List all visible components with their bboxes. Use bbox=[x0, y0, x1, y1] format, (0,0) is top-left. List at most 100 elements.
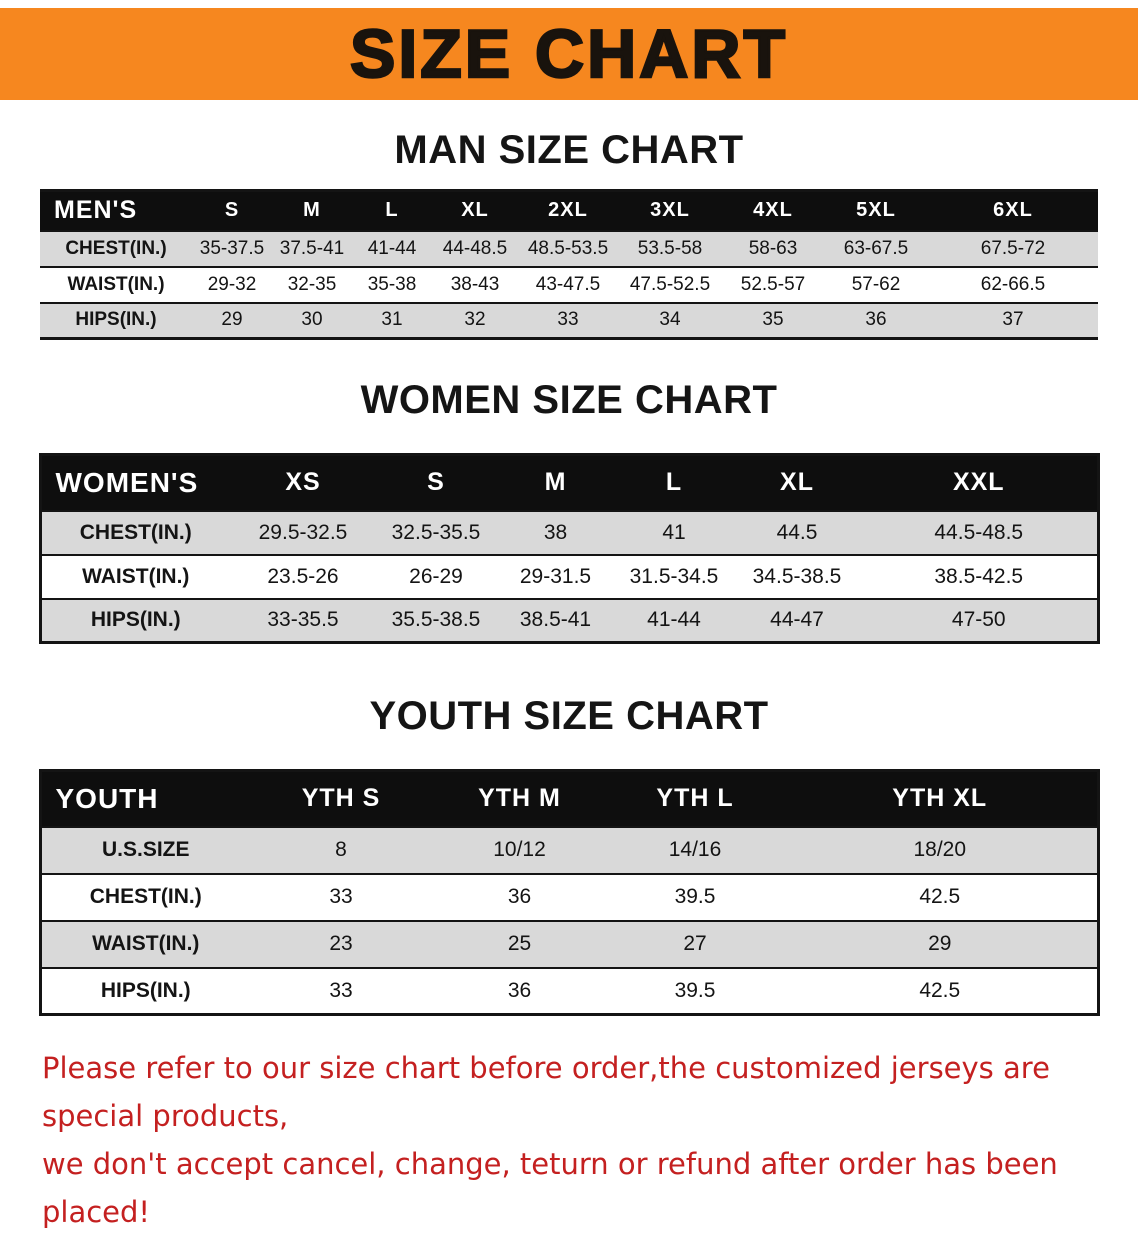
size-cell: 41-44 bbox=[647, 608, 701, 632]
men-corner-label: MEN'S bbox=[54, 196, 138, 225]
table-row: U.S.SIZE 8 10/12 14/16 18/20 bbox=[40, 826, 1098, 874]
size-cell: 58-63 bbox=[748, 237, 798, 259]
men-size-table: MEN'S S M L XL 2XL 3XL 4XL 5XL 6XL CHEST… bbox=[40, 189, 1098, 340]
table-row: HIPS(IN.) 29 30 31 32 33 34 35 36 37 bbox=[40, 302, 1098, 339]
size-cell: 63-67.5 bbox=[843, 237, 909, 259]
size-chart-banner: SIZE CHART bbox=[0, 8, 1138, 100]
row-label: HIPS(IN.) bbox=[100, 978, 191, 1002]
size-cell: 44.5 bbox=[776, 520, 818, 544]
column-header: YTH XL bbox=[892, 784, 988, 813]
size-cell: 34.5-38.5 bbox=[752, 564, 842, 588]
column-header: 6XL bbox=[993, 199, 1033, 222]
size-cell: 29-31.5 bbox=[519, 564, 592, 588]
size-cell: 38.5-42.5 bbox=[934, 564, 1024, 588]
row-label: WAIST(IN.) bbox=[67, 273, 165, 295]
women-size-chart-heading: WOMEN SIZE CHART bbox=[360, 378, 778, 422]
size-cell: 31 bbox=[381, 309, 403, 331]
column-header: XL bbox=[461, 199, 489, 222]
size-cell: 32.5-35.5 bbox=[391, 520, 481, 544]
size-cell: 44-48.5 bbox=[442, 237, 508, 259]
size-cell: 33 bbox=[329, 885, 353, 908]
size-cell: 47.5-52.5 bbox=[629, 273, 711, 295]
size-cell: 35-37.5 bbox=[199, 237, 265, 259]
column-header: 3XL bbox=[650, 199, 690, 222]
youth-size-table: YOUTH YTH S YTH M YTH L YTH XL U.S.SIZE … bbox=[38, 769, 1100, 1016]
size-cell: 33-35.5 bbox=[267, 608, 339, 632]
size-cell: 35 bbox=[762, 309, 784, 331]
row-label: CHEST(IN.) bbox=[79, 520, 192, 544]
size-chart-page: { "banner": { "title": "SIZE CHART" }, "… bbox=[0, 8, 1138, 1236]
size-cell: 39.5 bbox=[674, 978, 716, 1002]
size-cell: 36 bbox=[507, 885, 532, 908]
column-header: S bbox=[427, 468, 445, 497]
table-row: WAIST(IN.) 29-32 32-35 35-38 38-43 43-47… bbox=[40, 266, 1098, 303]
row-label: HIPS(IN.) bbox=[75, 309, 157, 331]
size-cell: 41-44 bbox=[367, 237, 417, 259]
size-cell: 67.5-72 bbox=[980, 237, 1046, 259]
size-cell: 34 bbox=[659, 309, 681, 331]
size-cell: 29.5-32.5 bbox=[258, 520, 348, 544]
row-label: CHEST(IN.) bbox=[65, 237, 167, 259]
table-row: WAIST(IN.) 23.5-26 26-29 29-31.5 31.5-34… bbox=[40, 554, 1098, 599]
size-cell: 48.5-53.5 bbox=[527, 237, 609, 259]
column-header: S bbox=[224, 199, 240, 222]
size-cell: 30 bbox=[301, 309, 323, 331]
column-header: YTH L bbox=[656, 784, 734, 813]
column-header: XXL bbox=[952, 468, 1005, 497]
size-cell: 23 bbox=[329, 932, 353, 955]
size-cell: 36 bbox=[507, 978, 532, 1002]
column-header: XS bbox=[285, 468, 321, 497]
women-size-table: WOMEN'S XS S M L XL XXL CHEST(IN.) 29.5-… bbox=[38, 453, 1100, 644]
size-cell: 35.5-38.5 bbox=[391, 608, 481, 632]
size-cell: 29-32 bbox=[207, 273, 257, 295]
row-label: U.S.SIZE bbox=[101, 838, 190, 861]
size-cell: 26-29 bbox=[409, 564, 463, 588]
column-header: 5XL bbox=[856, 199, 896, 222]
size-cell: 52.5-57 bbox=[740, 273, 806, 295]
size-cell: 31.5-34.5 bbox=[629, 564, 719, 588]
size-cell: 41 bbox=[662, 520, 686, 544]
size-cell: 10/12 bbox=[493, 838, 546, 861]
column-header: YTH M bbox=[478, 784, 561, 813]
size-cell: 33 bbox=[329, 978, 353, 1002]
size-cell: 37 bbox=[1002, 309, 1024, 331]
row-label: CHEST(IN.) bbox=[89, 885, 202, 908]
youth-header-row: YOUTH YTH S YTH M YTH L YTH XL bbox=[40, 770, 1098, 827]
table-row: WAIST(IN.) 23 25 27 29 bbox=[40, 920, 1098, 968]
row-label: WAIST(IN.) bbox=[82, 564, 190, 588]
size-cell: 44-47 bbox=[770, 608, 824, 632]
size-cell: 62-66.5 bbox=[980, 273, 1046, 295]
size-cell: 32-35 bbox=[287, 273, 337, 295]
column-header: XL bbox=[780, 468, 814, 497]
size-cell: 42.5 bbox=[919, 978, 961, 1002]
size-cell: 14/16 bbox=[668, 838, 722, 861]
size-cell: 18/20 bbox=[913, 838, 967, 861]
column-header: 2XL bbox=[548, 199, 588, 222]
size-cell: 32 bbox=[464, 309, 486, 331]
table-row: CHEST(IN.) 35-37.5 37.5-41 41-44 44-48.5… bbox=[40, 230, 1098, 267]
size-cell: 35-38 bbox=[367, 273, 417, 295]
table-row: HIPS(IN.) 33 36 39.5 42.5 bbox=[40, 967, 1098, 1015]
size-cell: 39.5 bbox=[674, 885, 716, 908]
column-header: L bbox=[665, 468, 683, 497]
women-corner-label: WOMEN'S bbox=[55, 466, 199, 498]
row-label: WAIST(IN.) bbox=[92, 932, 200, 955]
column-header: YTH S bbox=[301, 784, 381, 813]
column-header: 4XL bbox=[753, 199, 793, 222]
size-cell: 33 bbox=[557, 309, 579, 331]
size-cell: 47-50 bbox=[951, 608, 1006, 632]
order-policy-note: Please refer to our size chart before or… bbox=[42, 1044, 1098, 1236]
size-cell: 25 bbox=[507, 932, 532, 955]
man-size-chart-heading: MAN SIZE CHART bbox=[394, 128, 744, 172]
size-cell: 36 bbox=[865, 309, 887, 331]
size-cell: 44.5-48.5 bbox=[934, 520, 1024, 544]
size-chart-title: SIZE CHART bbox=[349, 15, 788, 94]
men-header-row: MEN'S S M L XL 2XL 3XL 4XL 5XL 6XL bbox=[40, 190, 1098, 231]
size-cell: 38-43 bbox=[450, 273, 500, 295]
column-header: M bbox=[544, 468, 567, 497]
youth-size-chart-heading: YOUTH SIZE CHART bbox=[369, 694, 769, 738]
table-row: CHEST(IN.) 29.5-32.5 32.5-35.5 38 41 44.… bbox=[40, 510, 1098, 555]
column-header: L bbox=[385, 199, 399, 222]
size-cell: 23.5-26 bbox=[267, 564, 339, 588]
size-cell: 38.5-41 bbox=[519, 608, 592, 632]
